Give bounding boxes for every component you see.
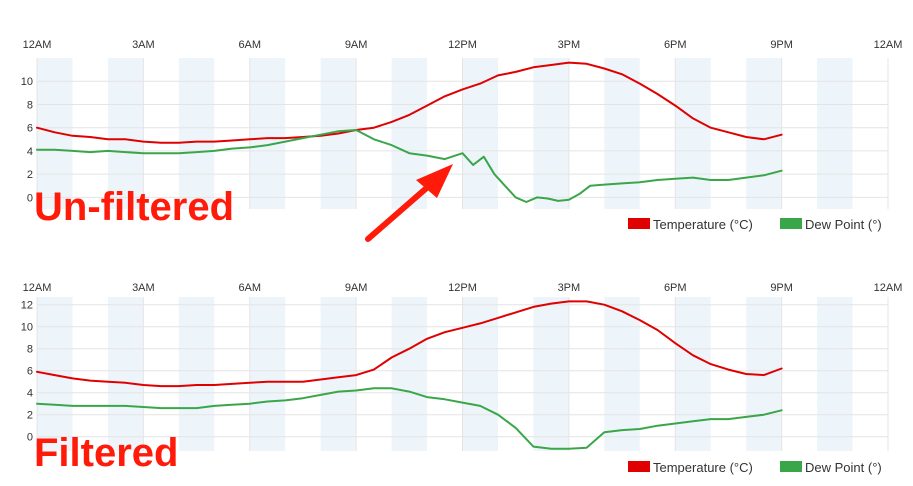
series-lines — [36, 61, 783, 203]
hour-band — [107, 58, 144, 209]
hour-band — [462, 58, 498, 209]
x-tick-label: 6PM — [664, 39, 687, 51]
x-tick-label: 12AM — [23, 39, 52, 51]
temperature-line — [36, 300, 783, 388]
hour-band — [675, 58, 711, 209]
hour-band — [675, 297, 711, 451]
x-axis-ticks: 12AM 3AM 6AM 9AM 12PM 3PM 6PM 9PM 12AM — [23, 39, 903, 51]
y-tick-label: 6 — [27, 366, 33, 378]
x-tick-label: 12AM — [874, 282, 903, 294]
y-tick-label: 0 — [27, 192, 33, 204]
x-tick-label: 6AM — [238, 39, 261, 51]
y-tick-label: 2 — [27, 169, 33, 181]
x-axis-ticks: 12AM 3AM 6AM 9AM 12PM 3PM 6PM 9PM 12AM — [23, 282, 903, 294]
hour-band — [817, 58, 853, 209]
legend-swatch-dew-point — [780, 218, 802, 229]
legend-label-temperature: Temperature (°C) — [653, 217, 753, 232]
hour-band — [604, 297, 640, 451]
x-tick-label: 9PM — [770, 39, 793, 51]
chart-overlay-label: Filtered — [34, 431, 178, 475]
legend-label-dew-point: Dew Point (°) — [805, 217, 882, 232]
y-tick-label: 2 — [27, 410, 33, 422]
unfiltered-chart: 12AM 3AM 6AM 9AM 12PM 3PM 6PM 9PM 12AM 0 2 4 6 8 10 T… — [21, 39, 903, 232]
legend-label-dew-point: Dew Point (°) — [805, 460, 882, 475]
y-tick-label: 10 — [21, 322, 33, 334]
y-tick-label: 0 — [27, 432, 33, 444]
x-tick-label: 9AM — [345, 282, 368, 294]
y-axis-ticks: 0 2 4 6 8 10 12 — [21, 300, 33, 444]
y-tick-label: 6 — [27, 123, 33, 135]
x-tick-label: 9AM — [345, 39, 368, 51]
hour-band — [178, 297, 215, 451]
legend: Temperature (°C) Dew Point (°) — [628, 217, 882, 232]
series-lines — [36, 300, 783, 450]
x-tick-label: 3PM — [558, 39, 581, 51]
legend-swatch-temperature — [628, 218, 650, 229]
dew-point-line — [36, 387, 783, 450]
hour-band — [746, 58, 782, 209]
annotation-arrow — [365, 164, 453, 242]
x-tick-label: 12AM — [874, 39, 903, 51]
gridlines — [36, 297, 889, 451]
filtered-chart: 12AM 3AM 6AM 9AM 12PM 3PM 6PM 9PM 12AM 0 2 4 6 8 10 12… — [21, 282, 903, 475]
legend-label-temperature: Temperature (°C) — [653, 460, 753, 475]
x-tick-label: 9PM — [770, 282, 793, 294]
y-axis-ticks: 0 2 4 6 8 10 — [21, 76, 33, 204]
y-tick-label: 4 — [27, 388, 33, 400]
legend-swatch-temperature — [628, 461, 650, 472]
hour-band — [249, 297, 286, 451]
x-tick-label: 3AM — [132, 282, 155, 294]
arrow-shaft — [365, 182, 433, 242]
x-tick-label: 3AM — [132, 39, 155, 51]
hour-band — [817, 297, 853, 451]
x-tick-label: 12PM — [448, 282, 477, 294]
y-tick-label: 8 — [27, 344, 33, 356]
x-tick-label: 12PM — [448, 39, 477, 51]
hour-band — [249, 58, 286, 209]
x-tick-label: 12AM — [23, 282, 52, 294]
y-tick-label: 8 — [27, 99, 33, 111]
legend: Temperature (°C) Dew Point (°) — [628, 460, 882, 475]
chart-overlay-label: Un-filtered — [34, 185, 234, 229]
hour-band — [391, 297, 428, 451]
x-tick-label: 6PM — [664, 282, 687, 294]
dew-point-line — [36, 129, 783, 203]
gridlines — [36, 58, 889, 209]
y-tick-label: 12 — [21, 300, 33, 312]
hour-band — [37, 58, 73, 209]
y-tick-label: 10 — [21, 76, 33, 88]
hour-band — [178, 58, 215, 209]
x-tick-label: 6AM — [238, 282, 261, 294]
hour-band — [533, 297, 569, 451]
hour-band — [533, 58, 569, 209]
x-tick-label: 3PM — [558, 282, 581, 294]
legend-swatch-dew-point — [780, 461, 802, 472]
night-day-bands — [37, 297, 853, 451]
hour-band — [320, 297, 357, 451]
arrow-head — [416, 164, 453, 198]
hour-band — [391, 58, 428, 209]
hour-band — [37, 297, 73, 451]
temperature-line — [36, 61, 783, 144]
y-tick-label: 4 — [27, 146, 33, 158]
hour-band — [107, 297, 144, 451]
